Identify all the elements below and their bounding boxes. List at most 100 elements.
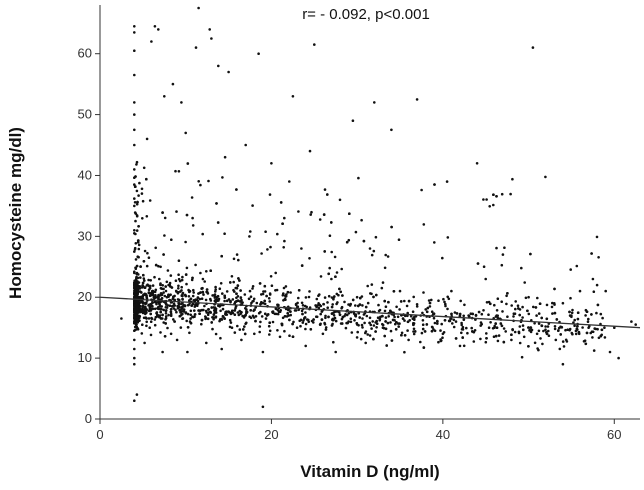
data-point: [192, 288, 195, 292]
data-point: [191, 302, 195, 306]
data-point: [157, 28, 160, 31]
data-point: [145, 137, 149, 141]
data-point: [596, 303, 600, 307]
data-point: [380, 286, 384, 290]
data-point: [235, 188, 238, 191]
data-point: [135, 214, 139, 218]
data-point: [330, 277, 333, 281]
data-point: [284, 285, 288, 288]
data-point: [425, 310, 429, 314]
data-point: [245, 309, 248, 313]
data-point: [482, 265, 486, 269]
data-point: [389, 321, 392, 324]
data-point: [141, 284, 144, 287]
data-point: [431, 326, 434, 329]
data-point: [220, 347, 223, 351]
data-point: [589, 331, 592, 335]
data-point: [213, 306, 217, 309]
data-point: [229, 281, 232, 284]
data-point: [400, 333, 403, 337]
data-point: [569, 268, 572, 271]
data-point: [586, 320, 590, 324]
data-point: [161, 284, 164, 287]
data-point: [133, 315, 136, 319]
data-point: [326, 193, 329, 196]
data-point: [134, 328, 137, 332]
data-point: [463, 303, 466, 307]
data-point: [320, 310, 324, 313]
data-point: [521, 305, 524, 309]
data-point: [133, 113, 136, 116]
data-point: [439, 329, 442, 332]
data-point: [400, 331, 404, 335]
data-point: [133, 183, 136, 186]
data-point: [608, 350, 612, 354]
data-point: [396, 315, 400, 319]
data-point: [218, 305, 221, 308]
data-point: [244, 307, 247, 310]
data-point: [181, 317, 185, 320]
data-point: [279, 201, 283, 204]
data-point: [264, 317, 268, 320]
data-point: [356, 330, 360, 334]
data-point: [433, 241, 436, 244]
data-point: [189, 309, 193, 313]
data-point: [511, 328, 514, 331]
data-point: [180, 294, 184, 297]
data-point: [450, 289, 453, 293]
data-point: [504, 330, 508, 333]
data-point: [236, 324, 239, 328]
data-point: [472, 340, 476, 343]
data-point: [169, 285, 172, 288]
data-point: [252, 297, 256, 301]
data-point: [462, 318, 466, 321]
data-point: [149, 333, 153, 337]
data-point: [559, 325, 562, 329]
data-point: [476, 262, 480, 265]
data-point: [139, 301, 143, 304]
data-point: [373, 101, 376, 104]
data-point: [199, 183, 202, 187]
data-point: [496, 339, 500, 343]
data-point: [338, 313, 342, 317]
data-point: [482, 309, 485, 312]
data-point: [544, 175, 547, 179]
data-point: [553, 287, 556, 291]
data-point: [530, 328, 534, 332]
data-point: [137, 243, 141, 247]
data-point: [282, 286, 286, 290]
data-point: [550, 305, 554, 309]
data-point: [353, 319, 356, 322]
data-point: [496, 316, 500, 320]
data-point: [452, 325, 456, 329]
data-point: [511, 177, 514, 181]
data-point: [219, 309, 222, 313]
data-point: [305, 305, 309, 309]
data-point: [452, 318, 456, 322]
data-point: [426, 306, 430, 310]
data-point: [133, 286, 136, 289]
data-point: [510, 338, 513, 342]
data-point: [220, 254, 223, 258]
data-point: [224, 311, 227, 315]
data-point: [216, 221, 220, 224]
data-point: [406, 329, 409, 332]
data-point: [301, 304, 305, 307]
data-point: [260, 301, 263, 304]
data-point: [149, 292, 152, 296]
data-point: [603, 326, 606, 330]
data-point: [346, 321, 349, 325]
data-point: [332, 318, 335, 322]
data-point: [412, 323, 415, 327]
data-point: [207, 311, 211, 314]
data-point: [136, 276, 140, 280]
data-point: [288, 318, 291, 322]
data-point: [340, 267, 344, 271]
data-point: [613, 326, 616, 330]
data-point: [495, 195, 498, 198]
data-point: [496, 297, 500, 301]
data-point: [243, 332, 247, 336]
data-point: [377, 309, 381, 313]
data-point: [315, 315, 319, 319]
data-point: [137, 247, 141, 251]
